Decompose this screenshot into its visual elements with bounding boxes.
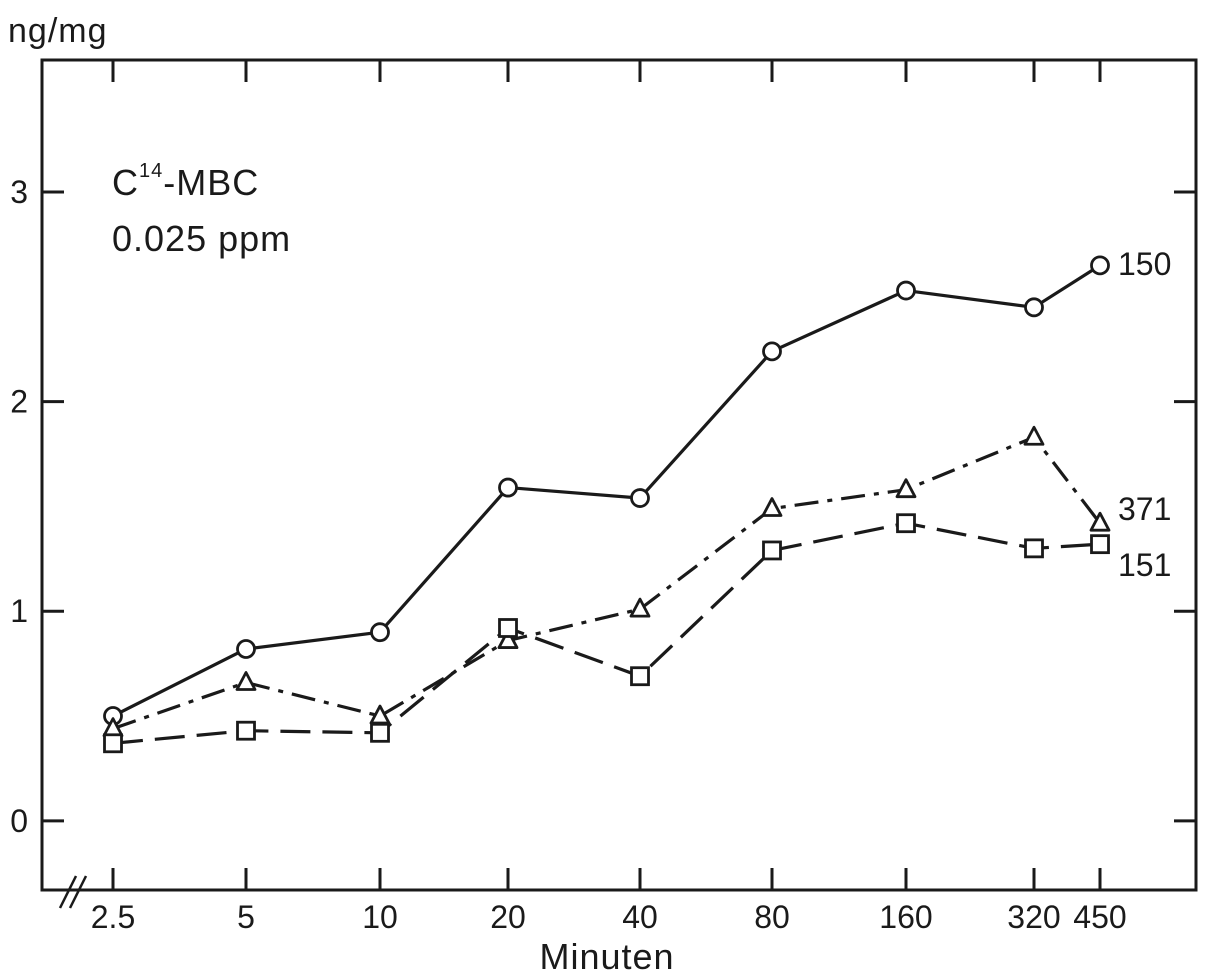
x-axis-label: Minuten <box>539 936 675 977</box>
annotation-compound-superscript: 14 <box>139 160 164 182</box>
y-axis-label: ng/mg <box>8 12 108 50</box>
series-label-151: 151 <box>1118 547 1171 583</box>
axis-break-mark <box>68 875 88 909</box>
data-point-circle <box>370 622 390 643</box>
data-point-circle <box>630 488 650 508</box>
data-point-triangle <box>1089 511 1111 532</box>
series-label-371: 371 <box>1118 491 1171 527</box>
data-point-triangle <box>235 671 257 691</box>
data-point-triangle <box>497 629 519 649</box>
data-point-triangle <box>895 478 917 499</box>
data-point-square <box>762 540 782 561</box>
y-tick-label: 2 <box>10 384 28 420</box>
x-tick-label: 5 <box>237 899 255 935</box>
x-tick-label: 80 <box>754 899 790 935</box>
data-point-circle <box>236 639 256 659</box>
x-tick-label: 40 <box>622 899 658 935</box>
data-point-triangle <box>1023 425 1045 446</box>
plot-frame <box>40 58 1198 892</box>
data-point-square <box>896 513 916 534</box>
data-point-circle <box>498 477 518 498</box>
annotation-compound: C14-MBC <box>112 160 260 204</box>
data-point-square <box>1024 538 1044 559</box>
data-point-square <box>370 722 390 743</box>
data-point-square <box>236 720 256 741</box>
series-label-150: 150 <box>1118 246 1171 282</box>
annotation-concentration: 0.025 ppm <box>112 218 292 259</box>
x-tick-label: 320 <box>1007 899 1060 935</box>
annotation-compound-base: C <box>112 162 139 203</box>
x-tick-label: 450 <box>1073 899 1126 935</box>
data-point-circle <box>762 341 782 362</box>
series-line-371 <box>112 435 1102 731</box>
x-tick-label: 10 <box>362 899 398 935</box>
data-point-square <box>498 618 518 638</box>
data-point-circle <box>896 280 916 301</box>
axis-break-mark <box>58 875 78 909</box>
data-point-square <box>630 666 650 687</box>
data-point-triangle <box>761 497 783 517</box>
x-tick-label: 2.5 <box>91 899 135 935</box>
y-tick-label: 1 <box>10 593 28 629</box>
x-tick-label: 20 <box>490 899 526 935</box>
x-tick-label: 160 <box>879 899 932 935</box>
annotation-compound-rest: -MBC <box>163 162 260 203</box>
series-line-151 <box>112 521 1101 745</box>
data-point-triangle <box>629 597 651 618</box>
data-point-square <box>103 733 123 754</box>
data-point-square <box>1090 534 1110 555</box>
data-point-circle <box>1024 297 1044 318</box>
y-tick-label: 0 <box>10 803 28 839</box>
series-line-150 <box>112 264 1101 718</box>
y-tick-label: 3 <box>10 174 28 210</box>
data-point-circle <box>1090 255 1110 276</box>
